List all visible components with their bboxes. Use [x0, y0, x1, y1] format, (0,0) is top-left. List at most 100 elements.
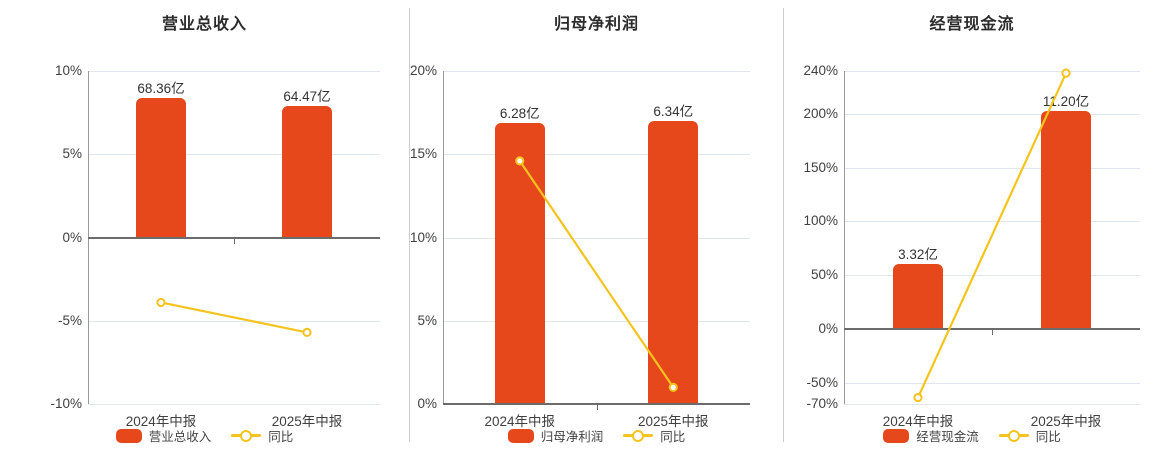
chart-legend: 归母净利润 同比: [410, 426, 783, 445]
gridline: [844, 275, 1140, 277]
bar-2025年中报: [1041, 110, 1091, 329]
yoy-line-series: [913, 68, 1071, 403]
bar-2025年中报: [282, 105, 332, 238]
gridline: [844, 113, 1140, 115]
chart-title: 经营现金流: [929, 16, 1015, 33]
legend-label: 同比: [268, 430, 294, 444]
y-axis-tick-label: 5%: [62, 146, 82, 162]
y-axis-tick-label: -5%: [57, 312, 82, 328]
yoy-line-series: [156, 297, 312, 338]
gridline: [88, 404, 380, 405]
x-axis-label: 2025年中报: [1030, 414, 1102, 429]
legend-line-marker: [1007, 429, 1020, 442]
bar-2024年中报: [494, 122, 545, 404]
legend-label: 经营现金流: [916, 430, 979, 444]
chart-cashflow-panel: 经营现金流 3.32亿 11.20亿 经营现金流 同比 240% 200% 150% 1…: [784, 0, 1160, 450]
gridline: [844, 382, 1140, 384]
zero-axis-line: [844, 327, 1140, 330]
y-axis-tick-label: -70%: [806, 396, 838, 411]
gridline: [443, 237, 750, 239]
chart-legend: 经营现金流 同比: [784, 426, 1160, 445]
gridline: [844, 221, 1140, 223]
panel-divider: [783, 8, 784, 442]
legend-line-marker: [632, 429, 645, 442]
x-axis-boundary-tick: [992, 329, 993, 335]
gridline: [88, 71, 380, 72]
bar-2024年中报: [893, 264, 943, 329]
bar-series-swatch-icon: [883, 428, 910, 443]
y-axis-tick-label: 5%: [417, 312, 437, 328]
y-axis-tick-label: 240%: [803, 63, 838, 78]
zero-axis-line: [443, 403, 750, 405]
bar-value-label: 3.32亿: [898, 247, 938, 263]
gridline: [443, 154, 750, 156]
y-axis-tick-label: 0%: [417, 396, 437, 411]
line-series-swatch-icon: [231, 429, 262, 442]
bar-value-label: 6.34亿: [653, 103, 694, 119]
y-axis-tick-label: 100%: [803, 213, 838, 229]
chart-plot-area: 3.32亿 11.20亿: [844, 68, 1140, 405]
line-data-point: [302, 327, 312, 338]
y-axis-tick-label: 150%: [803, 159, 838, 175]
line-data-point: [913, 392, 923, 403]
line-data-point: [156, 297, 166, 308]
legend-label: 同比: [1035, 430, 1061, 444]
line-data-point: [515, 156, 525, 166]
chart-revenue-panel: 营业总收入 68.36亿 64.47亿 营业总收入 同比 10% 5% 0% -5% -1…: [0, 0, 409, 450]
legend-item-bar-series[interactable]: 营业总收入: [115, 426, 212, 445]
chart-legend: 营业总收入 同比: [0, 426, 409, 445]
chart-title: 营业总收入: [161, 16, 247, 33]
bar-value-label: 64.47亿: [283, 88, 331, 104]
bar-value-label: 68.36亿: [137, 80, 185, 96]
gridline: [844, 167, 1140, 169]
line-series-swatch-icon: [998, 429, 1029, 442]
line-data-point: [668, 382, 678, 392]
bar-2024年中报: [136, 97, 186, 238]
x-axis-label: 2024年中报: [882, 414, 954, 429]
y-axis-line: [443, 71, 444, 404]
legend-label: 营业总收入: [148, 430, 212, 444]
x-axis-label: 2024年中报: [484, 414, 556, 429]
bar-2025年中报: [648, 120, 699, 404]
legend-line-marker: [240, 429, 253, 442]
y-axis-line: [844, 71, 845, 404]
legend-label: 归母净利润: [540, 430, 604, 444]
y-axis-tick-label: 10%: [410, 229, 438, 245]
legend-item-line-series[interactable]: 同比: [623, 426, 685, 445]
yoy-line-series: [515, 156, 678, 392]
y-axis-tick-label: 0%: [818, 320, 838, 336]
legend-item-bar-series[interactable]: 经营现金流: [883, 426, 979, 445]
x-axis-label: 2025年中报: [637, 414, 709, 429]
legend-item-bar-series[interactable]: 归母净利润: [507, 426, 604, 445]
chart-plot-area: 6.28亿 6.34亿: [443, 71, 750, 410]
x-axis-label: 2025年中报: [271, 414, 343, 429]
x-axis-label: 2024年中报: [125, 414, 197, 429]
gridline: [443, 71, 750, 72]
y-axis-tick-label: 20%: [410, 63, 438, 78]
bar-series-swatch-icon: [507, 428, 534, 443]
gridline: [844, 71, 1140, 72]
y-axis-tick-label: -50%: [806, 374, 838, 390]
panel-divider: [409, 8, 410, 442]
zero-axis-line: [88, 236, 380, 239]
x-axis-boundary-tick: [234, 238, 235, 244]
y-axis-tick-label: 200%: [803, 105, 838, 121]
y-axis-tick-label: 0%: [62, 229, 82, 245]
gridline: [88, 320, 380, 322]
gridline: [88, 154, 380, 156]
y-axis-tick-label: 50%: [810, 267, 838, 283]
gridline: [443, 320, 750, 322]
gridline: [844, 404, 1140, 405]
legend-label: 同比: [660, 430, 686, 444]
legend-item-line-series[interactable]: 同比: [231, 426, 293, 445]
y-axis-tick-label: 10%: [54, 63, 82, 78]
line-series-swatch-icon: [623, 429, 654, 442]
chart-title: 归母净利润: [553, 16, 639, 33]
legend-item-line-series[interactable]: 同比: [998, 426, 1061, 445]
bar-series-swatch-icon: [115, 428, 142, 443]
line-data-point: [1061, 68, 1071, 78]
y-axis-tick-label: 15%: [410, 146, 438, 162]
y-axis-tick-label: -10%: [50, 396, 82, 411]
chart-plot-area: 68.36亿 64.47亿: [88, 71, 380, 405]
